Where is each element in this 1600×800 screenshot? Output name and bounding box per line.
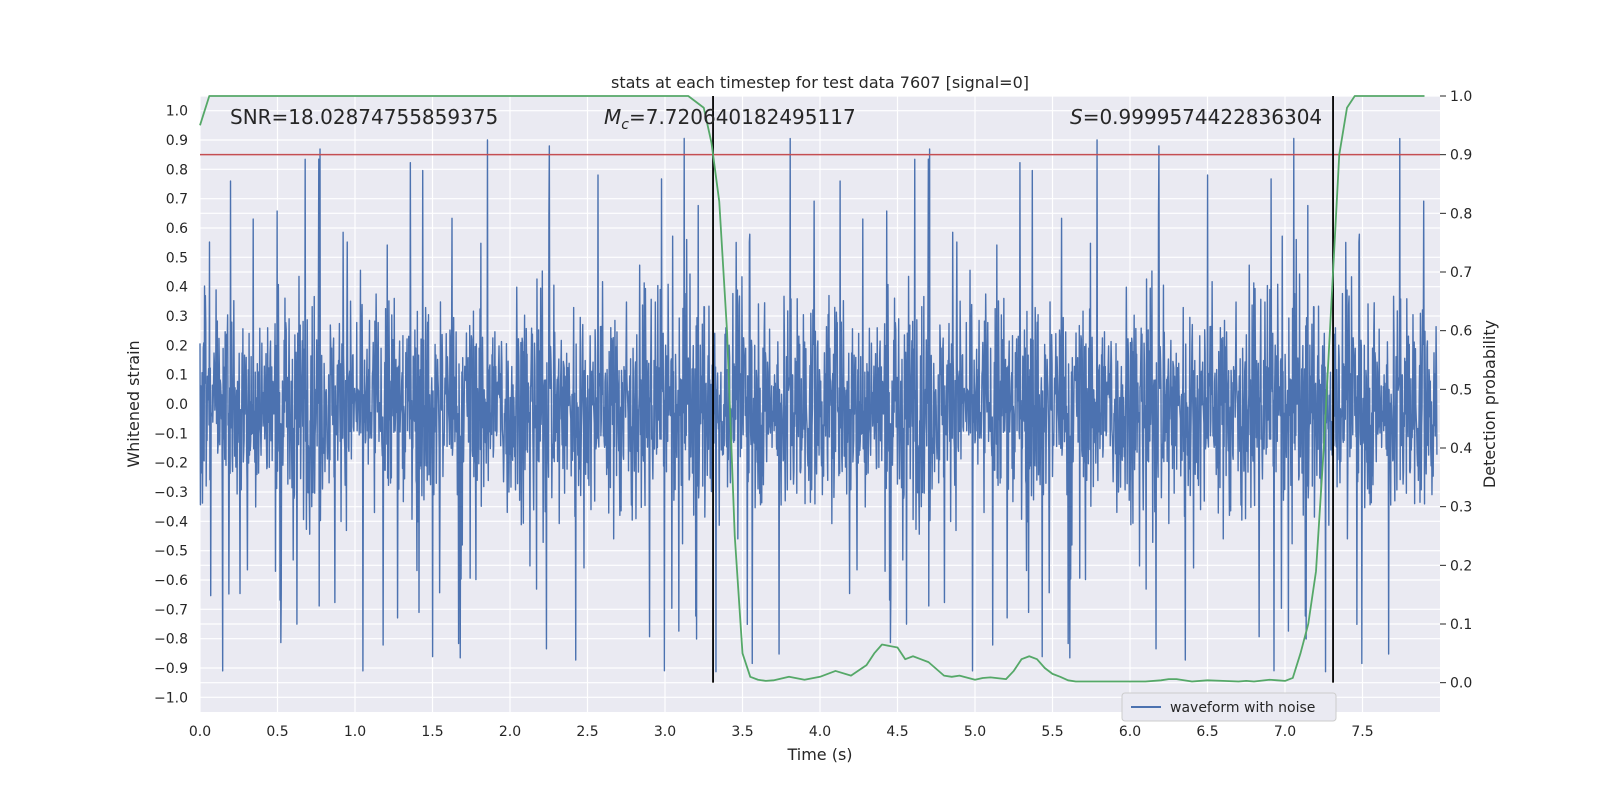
y-axis-label: Whitened strain (124, 340, 143, 467)
x-tick-label: 0.5 (266, 724, 288, 740)
y-tick-label: 0.5 (166, 250, 188, 266)
y-tick-label: 0.1 (166, 368, 188, 384)
x-tick-label: 2.5 (576, 724, 598, 740)
x-tick-label: 1.5 (421, 724, 443, 740)
legend-label: waveform with noise (1170, 700, 1315, 716)
probability-series (199, 95, 1425, 683)
y-tick-label: −0.1 (154, 426, 188, 442)
reference-lines (200, 96, 1440, 683)
waveform-line (199, 137, 1438, 673)
y-tick-label: −0.5 (154, 544, 188, 560)
x-tick-label: 1.0 (344, 724, 366, 740)
snr-annotation: SNR=18.02874755859375 (230, 105, 498, 129)
y2-tick-label: 0.6 (1450, 324, 1472, 340)
x-tick-label: 4.5 (886, 724, 908, 740)
x-tick-label: 3.0 (654, 724, 676, 740)
waveform-series (199, 137, 1438, 673)
y-tick-label: 0.7 (166, 192, 188, 208)
y2-tick-label: 0.9 (1450, 148, 1472, 164)
x-tick-label: 5.5 (1041, 724, 1063, 740)
y2-tick-label: 0.7 (1450, 265, 1472, 281)
y-axis-ticks: 1.0 0.9 0.8 0.7 0.6 0.5 0.4 0.3 0.2 0.1 0.0 −0.1 −0.… (154, 104, 188, 707)
y2-tick-label: 0.4 (1450, 441, 1472, 457)
y-tick-label: 0.6 (166, 221, 188, 237)
y-tick-label: 0.2 (166, 338, 188, 354)
y2-tick-label: 0.1 (1450, 617, 1472, 633)
y-tick-label: 0.3 (166, 309, 188, 325)
y2-tick-label: 0.3 (1450, 500, 1472, 516)
y2-tick-label: 0.0 (1450, 676, 1472, 692)
x-tick-label: 3.5 (731, 724, 753, 740)
mc-annotation: Mc=7.720640182495117 (604, 105, 856, 133)
y2-tick-label: 0.5 (1450, 382, 1472, 398)
x-axis-ticks: 0.0 0.5 1.0 1.5 2.0 2.5 3.0 3.5 4.0 4.5 5.0 5.5 6.0 6… (189, 724, 1374, 740)
y-tick-label: −0.9 (154, 661, 188, 677)
y-tick-label: 0.9 (166, 133, 188, 149)
y2-tick-label: 0.8 (1450, 206, 1472, 222)
y-tick-label: −1.0 (154, 690, 188, 706)
y-tick-label: −0.3 (154, 485, 188, 501)
x-tick-label: 5.0 (964, 724, 986, 740)
y-tick-label: −0.2 (154, 456, 188, 472)
y-tick-label: −0.7 (154, 602, 188, 618)
s-annotation: S=0.9999574422836304 (1070, 105, 1322, 129)
x-tick-label: 7.0 (1274, 724, 1296, 740)
y2-axis-label: Detection probability (1480, 320, 1499, 488)
y-tick-label: −0.8 (154, 632, 188, 648)
y-tick-label: −0.4 (154, 514, 188, 530)
chart-title: stats at each timestep for test data 760… (611, 73, 1029, 92)
x-tick-label: 4.0 (809, 724, 831, 740)
legend-box (1121, 692, 1337, 722)
x-tick-label: 7.5 (1351, 724, 1373, 740)
y-tick-label: 0.4 (166, 280, 188, 296)
y-tick-label: −0.6 (154, 573, 188, 589)
x-tick-label: 6.5 (1196, 724, 1218, 740)
y2-tick-label: 1.0 (1450, 89, 1472, 105)
x-tick-label: 2.0 (499, 724, 521, 740)
y-tick-label: 0.8 (166, 162, 188, 178)
probability-line (199, 95, 1425, 683)
x-axis-label: Time (s) (786, 745, 852, 764)
legend: waveform with noise (1121, 692, 1337, 722)
y2-tick-label: 0.2 (1450, 558, 1472, 574)
x-tick-label: 6.0 (1119, 724, 1141, 740)
x-tick-label: 0.0 (189, 724, 211, 740)
y-tick-label: 0.0 (166, 397, 188, 413)
y2-axis-ticks: 1.0 0.9 0.8 0.7 0.6 0.5 0.4 0.3 0.2 0.1 0.0 (1440, 89, 1472, 692)
y-tick-label: 1.0 (166, 104, 188, 120)
